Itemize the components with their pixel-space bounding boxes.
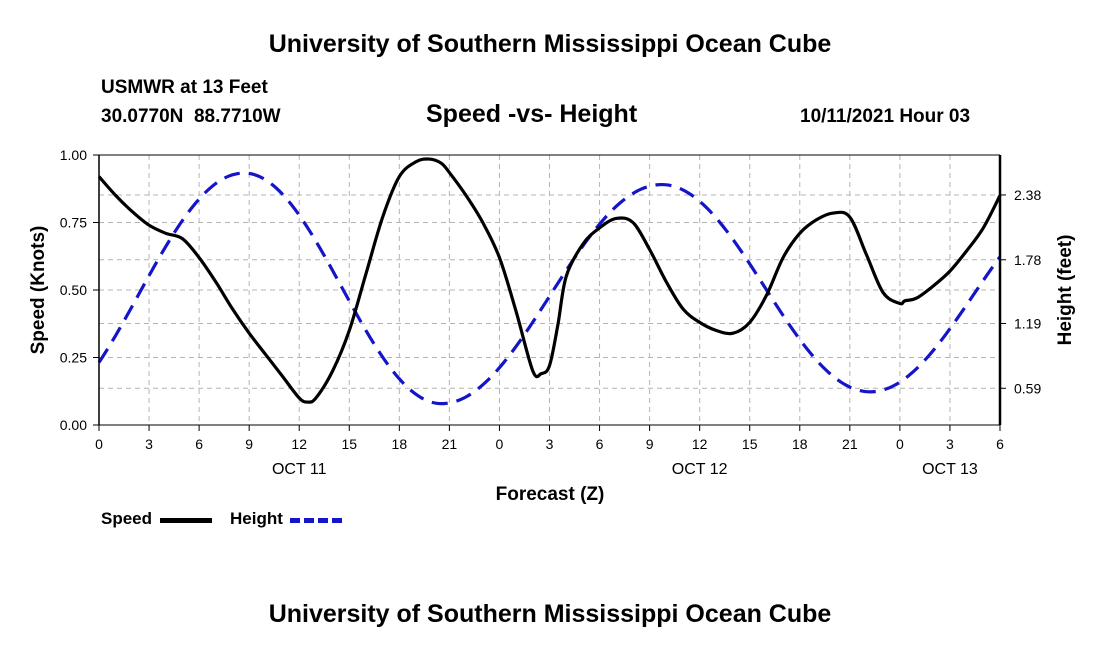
station-coordinates: 30.0770N 88.7710W: [101, 106, 281, 127]
x-tick-label: 3: [546, 436, 554, 452]
legend-speed-label: Speed: [101, 509, 153, 528]
chart-subtitle: Speed -vs- Height: [426, 100, 638, 128]
x-tick-label: 3: [145, 436, 153, 452]
x-tick-label: 6: [195, 436, 203, 452]
x-tick-label: 12: [291, 436, 307, 452]
x-tick-label: 3: [946, 436, 954, 452]
chart-title-top: University of Southern Mississippi Ocean…: [268, 30, 832, 58]
y-axis-label: Speed (Knots): [28, 226, 49, 355]
x-day-label: OCT 13: [922, 461, 978, 478]
y-tick-label: 1.00: [60, 147, 87, 163]
y2-tick-label: 0.59: [1014, 380, 1041, 396]
y-tick-label: 0.25: [60, 350, 87, 366]
x-tick-label: 15: [341, 436, 357, 452]
y-tick-label: 0.75: [60, 215, 87, 231]
x-tick-label: 6: [596, 436, 604, 452]
y2-axis-label: Height (feet): [1055, 235, 1076, 346]
x-tick-label: 21: [842, 436, 858, 452]
x-tick-label: 9: [646, 436, 654, 452]
y2-tick-label: 1.78: [1014, 252, 1041, 268]
speed-line: [97, 157, 1002, 404]
x-tick-label: 12: [692, 436, 708, 452]
y2-tick-label: 2.38: [1014, 187, 1041, 203]
chart-svg: 0 3 6 9 12 15 18 21 0 3 6 9 12 15 18 21 0 3 6 OCT 11 OCT 12 O…: [28, 147, 1076, 505]
y2-tick-label: 1.19: [1014, 315, 1041, 331]
x-tick-label: 6: [996, 436, 1004, 452]
x-tick-label: 15: [742, 436, 758, 452]
y-tick-label: 0.00: [60, 417, 87, 433]
legend-height-label: Height: [230, 509, 283, 528]
x-day-label: OCT 12: [672, 461, 728, 478]
x-tick-label: 18: [792, 436, 808, 452]
chart-title-bottom: University of Southern Mississippi Ocean…: [268, 600, 832, 628]
forecast-datetime: 10/11/2021 Hour 03: [800, 106, 971, 127]
x-day-label: OCT 11: [272, 461, 327, 478]
x-axis-label: Forecast (Z): [496, 484, 605, 505]
x-tick-label: 0: [496, 436, 504, 452]
grid: [99, 155, 1000, 425]
x-tick-label: 18: [392, 436, 408, 452]
x-tick-label: 0: [896, 436, 904, 452]
x-tick-label: 9: [245, 436, 253, 452]
station-label: USMWR at 13 Feet: [101, 77, 268, 98]
legend-height-swatch: [290, 518, 342, 523]
axes: 0 3 6 9 12 15 18 21 0 3 6 9 12 15 18 21 0 3 6 OCT 11 OCT 12 O…: [60, 147, 1042, 478]
x-tick-label: 0: [95, 436, 103, 452]
height-line: [97, 171, 1002, 406]
y-tick-label: 0.50: [60, 282, 87, 298]
series-layer: [97, 157, 1002, 406]
x-tick-label: 21: [442, 436, 458, 452]
legend-speed-swatch: [160, 518, 212, 523]
